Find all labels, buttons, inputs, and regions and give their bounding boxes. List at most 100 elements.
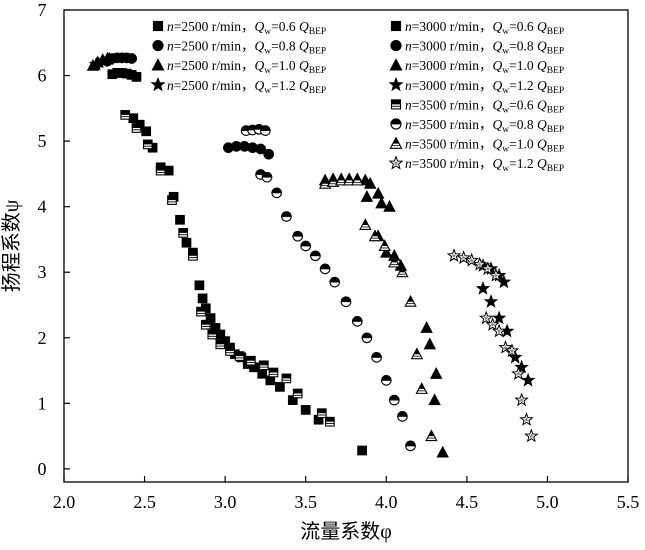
data-point — [275, 382, 285, 392]
y-tick-label: 2 — [38, 328, 47, 348]
y-tick-label: 7 — [38, 0, 47, 20]
data-point — [483, 294, 499, 308]
data-point — [464, 252, 479, 267]
legend-marker — [152, 20, 164, 32]
x-tick-label: 3.0 — [214, 492, 237, 512]
data-point — [141, 126, 152, 137]
x-tick-label: 4.5 — [456, 492, 479, 512]
legend-label: n=3000 r/min，Qw=1.2 QBEP — [405, 78, 564, 96]
legend-marker — [390, 99, 402, 110]
legend-item-3500-1.0: n=3500 r/min，Qw=1.0 QBEP — [389, 136, 564, 155]
data-point — [194, 280, 205, 291]
data-point — [383, 199, 396, 212]
y-tick-label: 6 — [38, 66, 47, 86]
data-point — [142, 139, 153, 150]
data-point — [292, 230, 304, 242]
legend-item-2500-0.6: n=2500 r/min，Qw=0.6 QBEP — [152, 19, 326, 37]
data-point — [405, 440, 416, 452]
x-tick-label: 2.5 — [133, 492, 156, 512]
series-3500-1.2 — [446, 248, 539, 443]
x-tick-label: 5.0 — [536, 492, 559, 512]
data-point — [310, 250, 321, 262]
x-tick-label: 2.0 — [53, 492, 76, 512]
data-point — [340, 296, 352, 308]
data-point — [423, 337, 437, 350]
plot-frame — [63, 9, 629, 483]
data-point — [342, 173, 356, 186]
data-point — [326, 175, 340, 187]
data-point — [329, 276, 341, 288]
data-point — [375, 196, 388, 209]
data-point — [207, 329, 218, 340]
legend-label: n=3500 r/min，Qw=0.8 QBEP — [405, 117, 564, 135]
data-point — [446, 248, 462, 262]
data-point — [397, 411, 408, 422]
data-point — [281, 211, 292, 222]
data-point — [261, 171, 273, 183]
data-point — [485, 317, 500, 331]
data-point — [268, 367, 279, 378]
legend-marker — [388, 155, 404, 170]
data-point — [126, 53, 138, 64]
data-point — [200, 319, 211, 330]
x-tick-label: 5.5 — [617, 492, 640, 512]
axis-ticks — [63, 9, 629, 482]
data-point — [425, 429, 438, 442]
legend-marker — [389, 58, 403, 71]
series-3500-1.0 — [318, 173, 438, 442]
data-point — [371, 352, 382, 363]
data-point — [334, 173, 348, 186]
data-point — [415, 382, 428, 394]
series-3000-0.6 — [107, 68, 142, 82]
data-point — [360, 190, 374, 202]
data-point — [480, 261, 496, 276]
data-point — [260, 125, 271, 136]
legend-label: n=3500 r/min，Qw=1.0 QBEP — [405, 137, 564, 155]
x-axis-label: 流量系数φ — [300, 520, 392, 543]
data-point — [257, 368, 268, 379]
legend-item-2500-1.2: n=2500 r/min，Qw=1.2 QBEP — [150, 76, 326, 96]
tick-labels: 2.0 2.5 3.0 3.5 4.0 4.5 5.0 5.5 0 1 2 3 4 5 6 7 — [38, 0, 640, 512]
data-point — [263, 148, 275, 160]
y-axis-label: 扬程系数ψ — [0, 199, 23, 292]
legend-label: n=3500 r/min，Qw=1.2 QBEP — [405, 156, 564, 174]
legend-label: n=2500 r/min，Qw=1.0 QBEP — [167, 58, 326, 76]
data-point — [498, 339, 513, 354]
data-point — [371, 186, 385, 199]
legend-item-3000-0.6: n=3000 r/min，Qw=0.6 QBEP — [390, 19, 564, 37]
legend-marker — [152, 40, 164, 52]
data-point — [255, 169, 266, 180]
data-point — [491, 323, 507, 338]
data-point — [101, 51, 117, 66]
series-3000-0.8 — [223, 141, 275, 160]
y-tick-label: 5 — [38, 131, 47, 151]
data-point — [131, 72, 142, 82]
data-point — [380, 375, 392, 386]
legend-marker — [389, 136, 403, 149]
series-3500-0.8 — [240, 123, 416, 452]
data-point — [271, 187, 283, 199]
data-point — [475, 280, 491, 295]
legend-item-2500-0.8: n=2500 r/min，Qw=0.8 QBEP — [152, 39, 326, 57]
x-tick-label: 4.0 — [375, 492, 398, 512]
data-point — [300, 240, 312, 252]
legend-item-3000-1.2: n=3000 r/min，Qw=1.2 QBEP — [388, 76, 564, 96]
data-point — [361, 332, 373, 344]
data-point — [520, 372, 536, 387]
legend-marker — [388, 76, 404, 92]
data-point — [388, 255, 401, 268]
data-point — [491, 310, 507, 325]
legend-marker — [150, 76, 166, 92]
data-point — [410, 347, 424, 360]
data-point — [255, 143, 266, 155]
data-point — [429, 367, 443, 379]
data-point — [181, 237, 192, 248]
legend-marker — [390, 40, 402, 52]
legend-label: n=2500 r/min，Qw=0.6 QBEP — [167, 19, 326, 37]
data-point — [178, 228, 189, 238]
y-tick-label: 4 — [38, 197, 47, 217]
data-point — [514, 359, 529, 374]
data-point — [519, 412, 534, 426]
data-point — [511, 366, 526, 380]
legend-marker — [390, 118, 402, 130]
